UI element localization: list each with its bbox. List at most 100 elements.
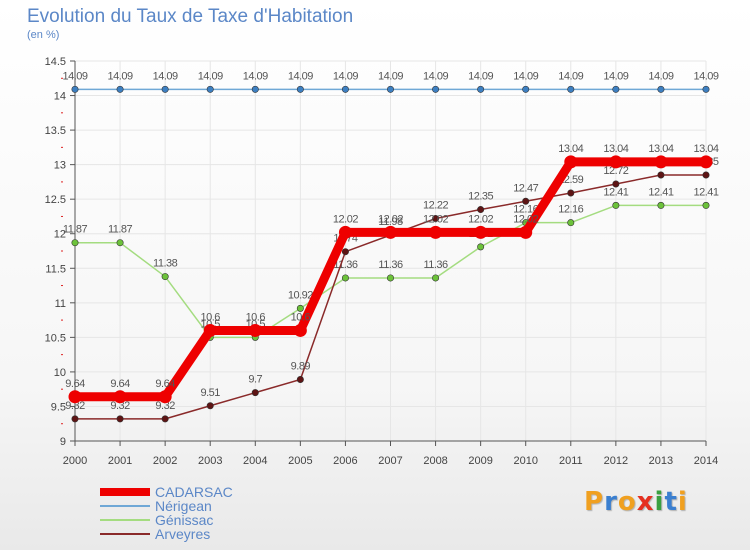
data-label-arveyres: 12.72 — [603, 165, 628, 177]
data-point-genissac — [612, 201, 620, 209]
data-label-cadarsac: 12.02 — [378, 213, 403, 225]
x-tick-label: 2013 — [649, 455, 673, 467]
data-point-cadarsac — [384, 225, 397, 239]
logo-letter: t — [664, 487, 678, 517]
data-point-genissac — [296, 304, 304, 312]
data-point-cadarsac — [293, 323, 307, 337]
data-label-arveyres: 11.98 — [378, 216, 403, 228]
data-label-genissac: 12.16 — [558, 204, 583, 216]
data-label-nerigean: 14.09 — [378, 70, 403, 82]
data-point-arveyres — [71, 415, 79, 423]
data-point-arveyres — [296, 376, 304, 384]
data-label-cadarsac: 13.04 — [603, 143, 628, 155]
y-tick-label: 10.5 — [45, 332, 66, 344]
data-label-nerigean: 14.09 — [513, 70, 538, 82]
data-label-nerigean: 14.09 — [648, 70, 673, 82]
data-label-genissac: 12.41 — [603, 186, 628, 198]
data-point-cadarsac — [203, 323, 217, 337]
data-point-nerigean — [522, 85, 530, 93]
legend-label: CADARSAC — [155, 484, 233, 500]
proxiti-logo: Proxiti — [584, 487, 688, 517]
x-tick-label: 2005 — [288, 455, 312, 467]
logo-letter: i — [654, 487, 665, 517]
data-point-arveyres — [612, 180, 620, 188]
data-label-genissac: 11.36 — [378, 259, 403, 271]
data-point-genissac — [477, 243, 485, 251]
legend-swatch — [100, 505, 150, 507]
legend-item: CADARSAC — [100, 484, 300, 500]
data-label-cadarsac: 12.02 — [333, 213, 358, 225]
x-tick-label: 2006 — [333, 455, 357, 467]
chart-title: Evolution du Taux de Taxe d'Habitation — [27, 6, 354, 27]
data-point-arveyres — [477, 206, 485, 214]
data-point-arveyres — [702, 171, 710, 179]
data-label-nerigean: 14.09 — [288, 70, 313, 82]
data-label-arveyres: 9.51 — [201, 387, 221, 399]
data-point-arveyres — [432, 215, 440, 223]
data-label-nerigean: 14.09 — [62, 70, 87, 82]
data-label-genissac: 11.36 — [423, 259, 448, 271]
data-label-arveyres: 9.32 — [110, 400, 130, 412]
legend-swatch — [100, 488, 150, 496]
data-label-nerigean: 14.09 — [558, 70, 583, 82]
x-tick-label: 2003 — [198, 455, 222, 467]
x-tick-label: 2000 — [63, 455, 87, 467]
x-tick-label: 2011 — [559, 455, 583, 467]
data-label-arveyres: 12.47 — [513, 182, 538, 194]
data-label-genissac: 12.41 — [693, 186, 718, 198]
data-point-nerigean — [341, 85, 349, 93]
data-point-cadarsac — [248, 323, 262, 337]
data-label-cadarsac: 10.6 — [291, 311, 311, 323]
data-point-arveyres — [161, 415, 169, 423]
data-label-cadarsac: 12.02 — [423, 213, 448, 225]
x-tick-label: 2014 — [694, 455, 718, 467]
data-point-genissac — [386, 274, 394, 282]
y-tick-label: 12 — [54, 229, 66, 241]
data-point-nerigean — [657, 85, 665, 93]
y-tick-label: 11 — [55, 298, 66, 310]
chart-legend: CADARSAC Nérigean Génissac Arveyres — [100, 484, 300, 542]
data-point-genissac — [567, 219, 575, 227]
data-point-cadarsac — [429, 225, 443, 239]
data-label-cadarsac: 13.04 — [648, 143, 673, 155]
logo-letter: r — [604, 487, 618, 517]
data-point-cadarsac — [68, 390, 82, 404]
logo-letter: x — [636, 487, 655, 517]
data-point-cadarsac — [609, 155, 623, 169]
data-label-genissac: 10.92 — [288, 289, 313, 301]
y-tick-label: 11.5 — [45, 263, 66, 275]
data-point-arveyres — [341, 248, 349, 256]
data-point-cadarsac — [474, 225, 488, 239]
data-label-genissac: 12.41 — [648, 186, 673, 198]
data-label-nerigean: 14.09 — [468, 70, 493, 82]
data-label-cadarsac: 9.64 — [65, 378, 85, 390]
data-point-nerigean — [251, 85, 259, 93]
data-label-nerigean: 14.09 — [333, 70, 358, 82]
data-label-nerigean: 14.09 — [603, 70, 628, 82]
data-label-cadarsac: 9.64 — [110, 378, 130, 390]
x-tick-label: 2012 — [604, 455, 628, 467]
data-label-cadarsac: 12.02 — [513, 213, 538, 225]
y-tick-label: 13.5 — [45, 125, 66, 137]
data-point-genissac — [432, 274, 440, 282]
x-tick-label: 2007 — [378, 455, 402, 467]
data-label-cadarsac: 10.6 — [201, 311, 221, 323]
data-point-nerigean — [161, 85, 169, 93]
data-label-arveyres: 9.7 — [248, 374, 262, 386]
data-point-nerigean — [612, 85, 620, 93]
x-tick-label: 2008 — [423, 455, 447, 467]
data-label-arveyres: 9.89 — [291, 361, 311, 373]
y-tick-label: 14.5 — [45, 56, 66, 68]
data-point-cadarsac — [654, 155, 668, 169]
data-label-cadarsac: 9.64 — [155, 378, 175, 390]
data-point-nerigean — [206, 85, 214, 93]
data-point-arveyres — [567, 189, 575, 197]
data-point-genissac — [657, 201, 665, 209]
logo-letter: o — [617, 487, 637, 517]
data-point-arveyres — [116, 415, 124, 423]
data-point-nerigean — [116, 85, 124, 93]
data-label-cadarsac: 13.04 — [693, 143, 718, 155]
data-point-cadarsac — [113, 390, 127, 404]
